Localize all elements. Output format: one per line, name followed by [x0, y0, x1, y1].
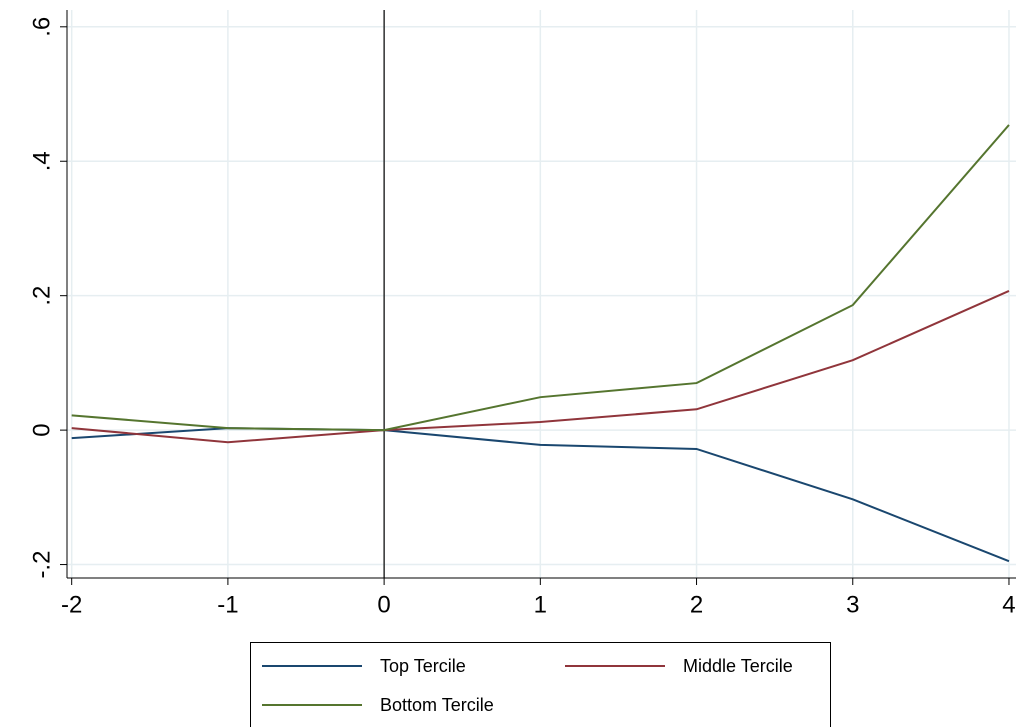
y-tick-label: 0	[28, 423, 55, 436]
legend-label: Top Tercile	[380, 656, 466, 676]
x-tick-label: -1	[217, 591, 238, 618]
series-line	[71, 124, 1010, 432]
legend-label: Middle Tercile	[683, 656, 793, 676]
y-tick-label: -.2	[28, 551, 55, 579]
x-tick-label: 0	[377, 591, 390, 618]
legend-box	[250, 642, 831, 727]
x-tick-label: 1	[534, 591, 547, 618]
x-tick-label: 2	[690, 591, 703, 618]
y-tick-label: .6	[28, 17, 55, 37]
legend: Top Tercile Middle Tercile Bottom Tercile	[250, 642, 831, 727]
x-tick-label: 3	[846, 591, 859, 618]
series-line	[71, 290, 1010, 444]
y-tick-label: .4	[28, 151, 55, 171]
legend-label: Bottom Tercile	[380, 695, 494, 715]
x-tick-label: -2	[61, 591, 82, 618]
y-tick-label: .2	[28, 286, 55, 306]
x-tick-label: 4	[1002, 591, 1015, 618]
